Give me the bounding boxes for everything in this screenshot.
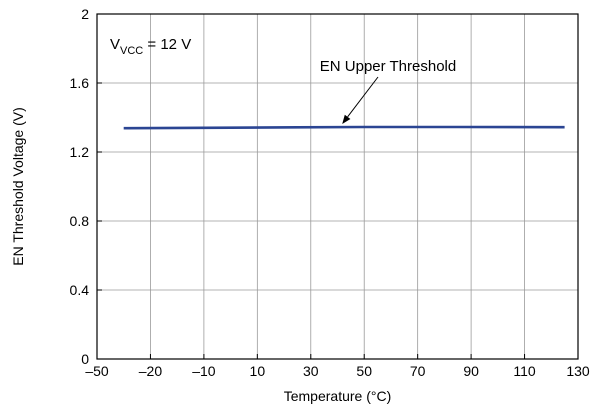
condition-label: VVCC = 12 V [110,36,191,57]
x-tick-label: 50 [356,363,372,379]
series-label-arrowhead [342,114,351,124]
series-line [123,125,565,130]
grid-lines [97,14,578,359]
condition-base: V [110,36,120,53]
y-tick-label: 1.6 [70,75,90,91]
condition-rest: = 12 V [143,36,191,53]
series-lines [123,125,565,130]
x-tick-label: –10 [192,363,216,379]
y-axis-label: EN Threshold Voltage (V) [10,107,26,266]
y-tick-label: 0 [81,351,89,367]
y-tick-label: 0.4 [70,282,90,298]
x-tick-label: 70 [410,363,426,379]
y-ticks: 0 0.4 0.8 1.2 1.6 2 [70,6,102,367]
x-tick-label: 90 [463,363,479,379]
x-tick-label: 130 [566,363,590,379]
plot-frame [96,13,579,360]
y-tick-label: 1.2 [70,144,90,160]
x-tick-label: –20 [139,363,163,379]
y-tick-label: 2 [81,6,89,22]
y-tick-label: 0.8 [70,213,90,229]
x-tick-label: –50 [85,363,109,379]
condition-subscript: VCC [120,45,143,57]
x-tick-label: 10 [250,363,266,379]
series-label-arrow [347,76,379,118]
x-tick-label: 30 [303,363,319,379]
x-axis-label: Temperature (°C) [284,388,392,404]
x-ticks: –50 –20 –10 10 30 50 70 90 110 130 [85,354,590,379]
x-tick-label: 110 [513,363,536,379]
series-label: EN Upper Threshold [320,58,456,75]
